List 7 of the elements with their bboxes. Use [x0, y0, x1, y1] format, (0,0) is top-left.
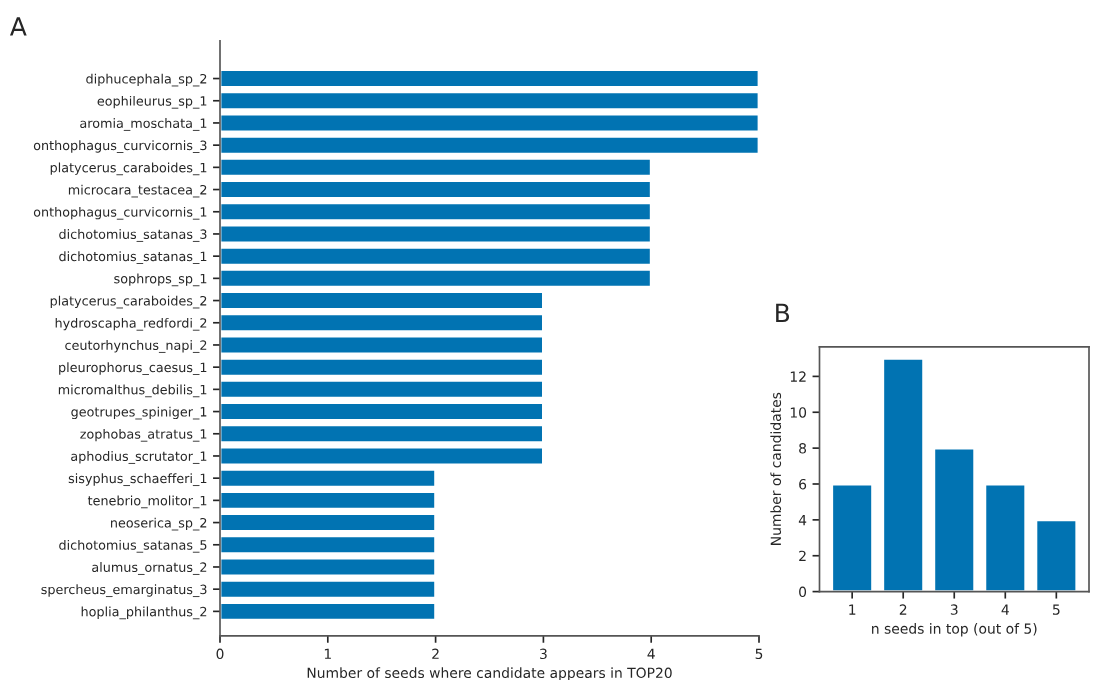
bar — [881, 357, 926, 592]
bar — [932, 446, 977, 592]
text: A — [9, 17, 27, 36]
bar — [983, 482, 1028, 592]
bar — [1034, 518, 1079, 592]
bar — [830, 482, 874, 592]
text: B — [776, 303, 790, 323]
